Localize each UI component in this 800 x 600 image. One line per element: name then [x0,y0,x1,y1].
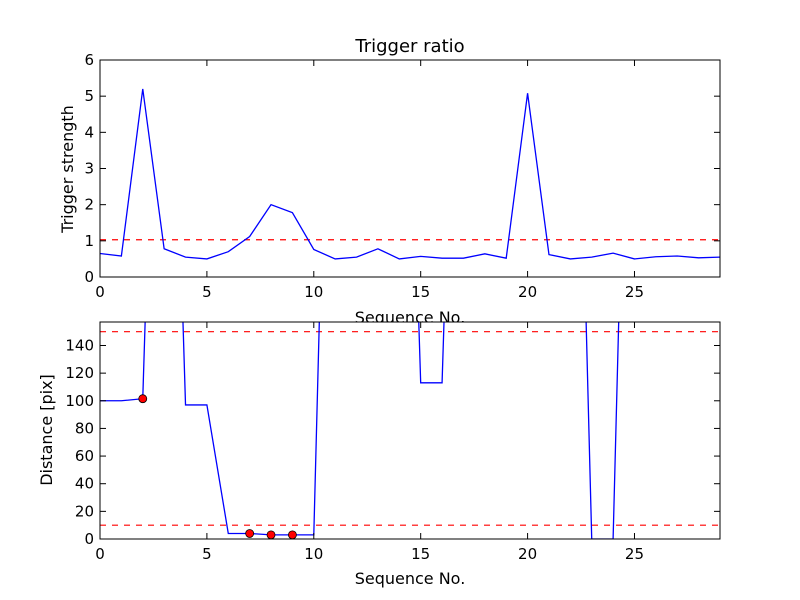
x-tick-label: 0 [95,545,105,563]
y-tick-label: 3 [84,160,94,178]
y-tick-label: 140 [65,336,94,354]
top-plot-area [100,60,720,277]
y-tick-label: 0 [84,268,94,286]
bottom-chart-ylabel: Distance [pix] [37,374,56,486]
top-chart-marks [100,88,720,260]
y-tick-label: 4 [84,123,94,141]
top-chart-ticks: 0 5 10 15 20 25 0 1 2 3 4 5 6 [84,51,720,301]
data-point [245,529,255,538]
x-tick-label: 0 [95,283,105,301]
y-tick-label: 5 [84,87,94,105]
bottom-chart-points [138,394,297,540]
data-point [138,394,148,404]
series-line-0 [100,88,720,260]
y-tick-label: 100 [65,392,94,410]
y-tick-label: 6 [84,51,94,69]
data-point [288,530,297,540]
x-tick-label: 5 [202,545,212,563]
data-point [266,530,276,540]
y-tick-label: 40 [75,475,94,493]
bottom-plot-frame [99,321,721,540]
y-tick-label: 120 [65,364,94,382]
bottom-plot-area [100,322,720,539]
y-tick-label: 80 [75,419,94,437]
top-chart-ylabel: Trigger strength [58,105,77,234]
x-tick-label: 25 [625,283,644,301]
x-tick-label: 10 [304,545,323,563]
x-tick-label: 15 [411,283,430,301]
x-tick-label: 20 [518,545,537,563]
x-tick-label: 10 [304,283,323,301]
y-tick-label: 2 [84,196,94,214]
y-tick-label: 20 [75,502,94,520]
x-tick-label: 5 [202,283,212,301]
x-tick-label: 20 [518,283,537,301]
y-tick-label: 1 [84,232,94,250]
bottom-chart-ticks: 0 5 10 15 20 25 0 20 40 60 80 100 120 140 [65,322,720,563]
x-tick-label: 25 [625,545,644,563]
top-plot-frame [99,59,721,278]
y-tick-label: 60 [75,447,94,465]
x-tick-label: 15 [411,545,430,563]
top-chart-title: Trigger ratio [354,36,464,57]
bottom-chart-marks [100,322,720,539]
y-tick-label: 0 [84,530,94,548]
bottom-chart: 0 5 10 15 20 25 0 20 40 60 80 100 120 140 Sequence No… [37,321,721,588]
bottom-chart-xlabel: Sequence No. [355,569,466,588]
series-line-0 [100,322,620,539]
